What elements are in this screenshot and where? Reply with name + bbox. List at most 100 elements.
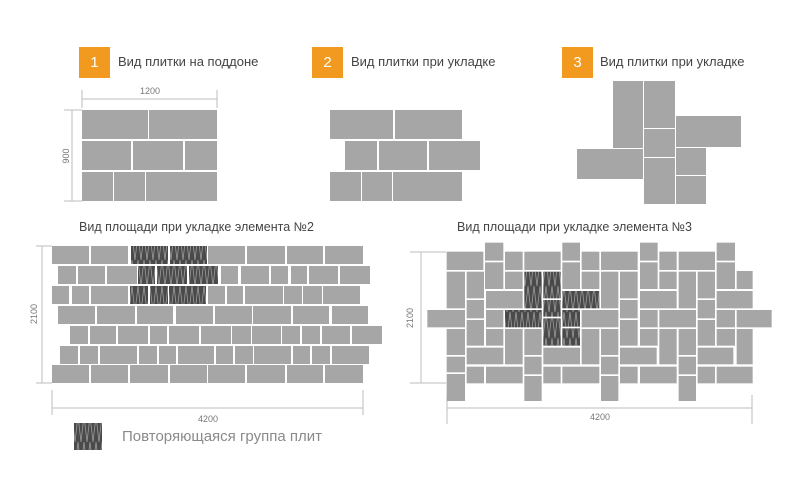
tile <box>130 365 168 383</box>
tile <box>332 306 368 324</box>
tile <box>107 266 137 284</box>
tile <box>178 346 214 364</box>
tile <box>309 266 338 284</box>
tile <box>91 365 128 383</box>
tile <box>466 347 504 365</box>
tile <box>466 271 484 299</box>
panel-1-width-label: 1200 <box>140 86 160 96</box>
tile <box>486 291 523 309</box>
tile <box>208 286 225 304</box>
area-3-width-label: 4200 <box>590 412 610 422</box>
repeating-tile <box>505 310 542 328</box>
tile <box>716 242 735 261</box>
tile <box>678 329 696 355</box>
tile <box>446 271 465 309</box>
tile <box>697 347 734 365</box>
tile <box>293 346 310 364</box>
tile <box>446 329 465 355</box>
tile <box>613 81 643 148</box>
tile <box>332 346 369 364</box>
tile <box>676 116 741 147</box>
tile <box>524 376 542 401</box>
tile <box>247 365 285 383</box>
tile <box>118 326 148 344</box>
tile <box>352 326 382 344</box>
tile <box>114 172 145 201</box>
tile <box>91 286 128 304</box>
step-badge-3: 3 <box>562 47 593 78</box>
tile <box>252 326 281 344</box>
tile <box>716 291 753 309</box>
tile <box>146 172 217 201</box>
tile <box>52 246 89 264</box>
tile <box>80 346 98 364</box>
repeating-tile <box>170 246 207 264</box>
repeating-tile <box>169 286 206 304</box>
panel-1-height-label: 900 <box>61 148 71 163</box>
tile <box>254 346 291 364</box>
repeating-tile <box>138 266 155 284</box>
tile <box>620 366 638 384</box>
tile <box>486 329 504 346</box>
tile <box>170 365 207 383</box>
tile <box>697 271 715 299</box>
tile <box>581 310 619 328</box>
repeating-tile <box>543 271 561 299</box>
tile <box>201 326 231 344</box>
panel-2-title: Вид плитки при укладке <box>351 54 496 69</box>
tile <box>322 326 350 344</box>
tile <box>216 346 233 364</box>
tile <box>678 271 696 309</box>
tile <box>524 251 561 270</box>
tile <box>150 326 167 344</box>
tile <box>716 329 735 346</box>
tile <box>640 262 658 289</box>
tile <box>287 365 323 383</box>
tile <box>215 306 252 324</box>
tile <box>466 300 484 319</box>
tile <box>302 326 320 344</box>
tile <box>524 329 542 355</box>
tile <box>736 271 753 289</box>
tile <box>562 366 600 384</box>
tile <box>227 286 243 304</box>
tile <box>505 251 523 270</box>
tile <box>505 271 523 289</box>
tile <box>697 320 715 346</box>
tile <box>312 346 330 364</box>
tile <box>429 141 480 170</box>
panel-3-title: Вид плитки при укладке <box>600 54 745 69</box>
tile <box>577 149 643 179</box>
tile <box>716 310 735 328</box>
tile <box>52 286 69 304</box>
tile <box>330 110 393 139</box>
tile <box>253 306 291 324</box>
legend-label: Повторяющаяся группа плит <box>122 428 322 445</box>
tile <box>241 266 269 284</box>
tile <box>97 306 135 324</box>
tile <box>640 310 658 328</box>
tile <box>736 310 772 328</box>
tile <box>291 266 307 284</box>
tile <box>379 141 427 170</box>
repeating-tile <box>189 266 218 284</box>
tile <box>601 376 619 401</box>
tile <box>543 347 580 365</box>
tile <box>345 141 377 170</box>
tile <box>60 346 78 364</box>
repeating-tile <box>562 291 600 309</box>
tile <box>271 266 288 284</box>
area-3-height-label: 2100 <box>405 308 415 328</box>
tile <box>562 262 580 289</box>
tile <box>325 246 363 264</box>
tile <box>640 242 658 261</box>
tile <box>644 129 675 157</box>
repeating-tile <box>150 286 168 304</box>
tile <box>620 347 657 365</box>
tile <box>282 326 300 344</box>
tile <box>82 172 113 201</box>
tile <box>185 141 217 170</box>
tile <box>100 346 137 364</box>
tile <box>505 329 523 365</box>
tile <box>644 158 675 204</box>
